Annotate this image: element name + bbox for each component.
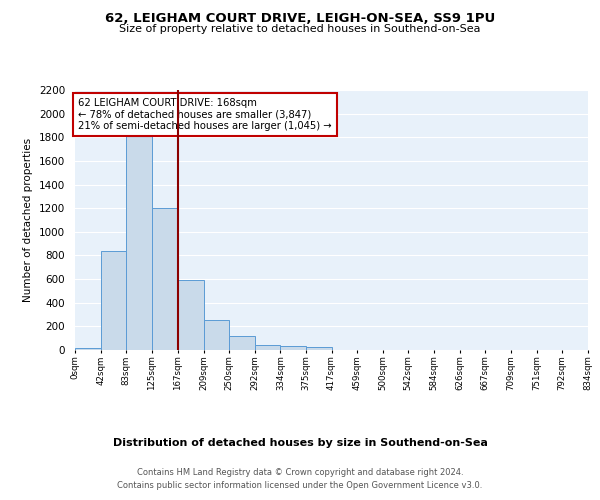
- Bar: [305, 347, 331, 350]
- Bar: [229, 336, 254, 350]
- Y-axis label: Number of detached properties: Number of detached properties: [23, 138, 34, 302]
- Bar: [75, 348, 101, 350]
- Bar: [178, 280, 203, 350]
- Bar: [152, 208, 178, 350]
- Text: Distribution of detached houses by size in Southend-on-Sea: Distribution of detached houses by size …: [113, 438, 487, 448]
- Bar: [203, 320, 229, 350]
- Bar: [126, 132, 152, 350]
- Bar: [280, 346, 305, 350]
- Text: 62 LEIGHAM COURT DRIVE: 168sqm
← 78% of detached houses are smaller (3,847)
21% : 62 LEIGHAM COURT DRIVE: 168sqm ← 78% of …: [78, 98, 332, 132]
- Text: Contains HM Land Registry data © Crown copyright and database right 2024.: Contains HM Land Registry data © Crown c…: [137, 468, 463, 477]
- Text: Size of property relative to detached houses in Southend-on-Sea: Size of property relative to detached ho…: [119, 24, 481, 34]
- Text: Contains public sector information licensed under the Open Government Licence v3: Contains public sector information licen…: [118, 480, 482, 490]
- Bar: [254, 346, 280, 350]
- Text: 62, LEIGHAM COURT DRIVE, LEIGH-ON-SEA, SS9 1PU: 62, LEIGHAM COURT DRIVE, LEIGH-ON-SEA, S…: [105, 12, 495, 26]
- Bar: [101, 250, 126, 350]
